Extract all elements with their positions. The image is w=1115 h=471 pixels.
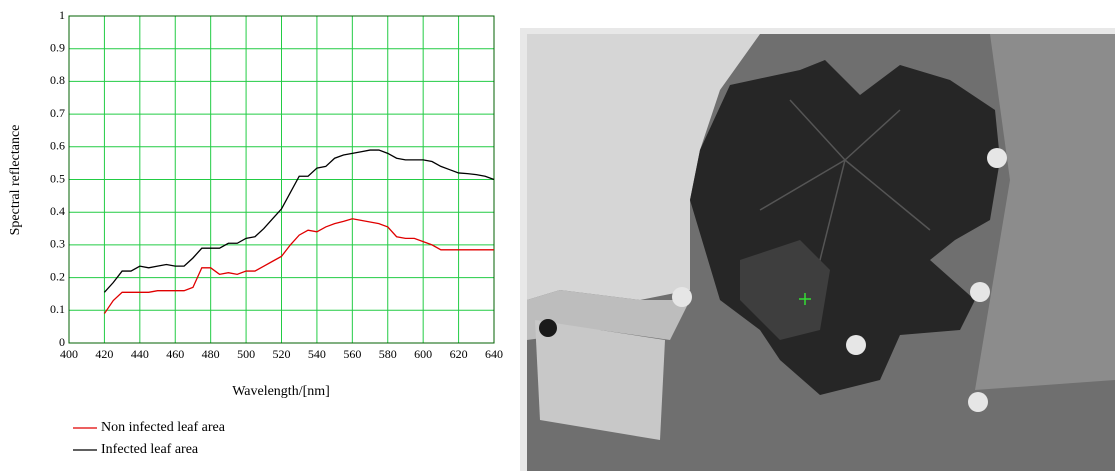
y-tick-label: 1 [59,8,65,22]
y-tick-label: 0.8 [50,73,65,87]
x-tick-label: 440 [131,347,149,361]
x-tick-label: 640 [485,347,503,361]
x-tick-label: 400 [60,347,78,361]
y-tick-label: 0.4 [50,204,65,218]
y-tick-label: 0 [59,335,65,349]
y-tick-label: 0.9 [50,40,65,54]
x-tick-label: 600 [414,347,432,361]
x-tick-label: 540 [308,347,326,361]
photo [520,28,1115,471]
x-tick-label: 620 [450,347,468,361]
x-tick-label: 500 [237,347,255,361]
y-tick-label: 0.2 [50,269,65,283]
legend-label: Infected leaf area [101,442,199,457]
y-axis-label: Spectral reflectance [8,125,23,236]
x-tick-label: 480 [202,347,220,361]
x-tick-label: 420 [95,347,113,361]
y-tick-label: 0.6 [50,139,65,153]
series-line [103,218,494,314]
x-tick-label: 520 [273,347,291,361]
series-line [103,149,495,293]
y-tick-label: 0.7 [50,106,65,120]
y-tick-label: 0.5 [50,171,65,185]
x-tick-label: 580 [379,347,397,361]
x-tick-label: 560 [343,347,361,361]
x-axis-label: Wavelength/[nm] [232,384,330,399]
x-tick-label: 460 [166,347,184,361]
legend-label: Non infected leaf area [101,420,226,435]
y-tick-label: 0.1 [50,302,65,316]
y-tick-label: 0.3 [50,237,65,251]
